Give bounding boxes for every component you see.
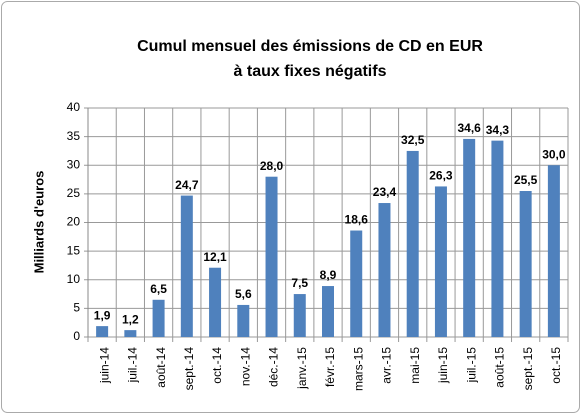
value-label: 8,9 [320,268,337,282]
y-tick-label: 35 [67,129,81,143]
x-tick-label: avr.-15 [380,347,394,384]
x-tick-label: sept.-15 [521,347,535,391]
chart-title: Cumul mensuel des émissions de CD en EUR [137,38,483,55]
bar [434,186,447,337]
x-tick-label: juin-14 [97,347,111,384]
bar [265,176,278,337]
bar [293,294,306,337]
value-label: 30,0 [542,147,566,161]
bar [491,140,504,337]
value-label: 12,1 [203,250,227,264]
bar [237,304,250,337]
bar [350,230,363,337]
x-tick-label: oct.-14 [210,347,224,384]
y-tick-label: 25 [67,186,81,200]
value-label: 1,9 [94,308,111,322]
x-tick-label: juil.-14 [126,347,140,384]
value-label: 7,5 [291,276,308,290]
value-label: 1,2 [122,312,139,326]
bar [378,203,391,337]
x-tick-label: juil.-15 [464,347,478,384]
bar [406,150,419,337]
value-label: 5,6 [235,287,252,301]
x-tick-label: sept.-14 [182,347,196,391]
bar [180,195,193,337]
y-tick-label: 30 [67,157,81,171]
value-label: 25,5 [514,173,538,187]
value-label: 23,4 [373,185,397,199]
x-tick-label: août-15 [493,347,507,388]
value-label: 24,7 [175,178,199,192]
value-label: 34,3 [486,123,510,137]
bar [322,286,334,337]
x-tick-label: août-14 [154,347,168,388]
y-tick-label: 10 [67,272,81,286]
value-label: 32,5 [401,133,425,147]
x-tick-label: oct.-15 [549,347,563,384]
value-label: 18,6 [345,213,369,227]
value-label: 34,6 [457,121,481,135]
bar [124,330,137,337]
value-label: 28,0 [260,159,284,173]
x-tick-label: juin-15 [436,347,450,384]
bar [96,326,109,337]
y-tick-label: 20 [67,215,81,229]
y-tick-label: 40 [67,100,81,114]
chart-title: à taux fixes négatifs [234,63,387,80]
x-tick-label: mars-15 [351,347,365,391]
bar [547,165,560,337]
bar [463,138,476,337]
y-tick-label: 0 [73,329,80,343]
y-tick-label: 15 [67,243,81,257]
value-label: 6,5 [150,282,167,296]
x-tick-label: mai-15 [408,347,422,384]
x-tick-label: nov.-14 [238,347,252,386]
bar [152,299,165,337]
y-tick-label: 5 [73,301,80,315]
bar [519,191,532,337]
x-tick-label: déc.-14 [267,347,281,387]
y-axis-label: Milliards d'euros [31,171,46,274]
bar [209,267,222,337]
x-tick-label: févr.-15 [323,347,337,387]
x-tick-label: janv.-15 [295,347,309,390]
value-label: 26,3 [429,169,453,183]
